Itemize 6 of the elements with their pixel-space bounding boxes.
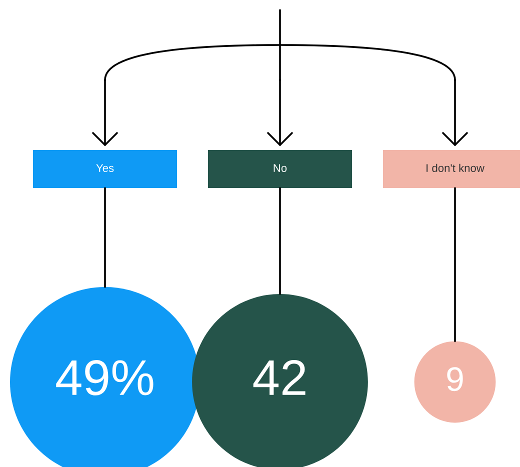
category-label: I don't know: [426, 164, 485, 172]
category-label: Yes: [96, 164, 114, 172]
category-label: No: [274, 164, 287, 172]
data-label: 42: [253, 360, 306, 395]
data-label: 49%: [56, 360, 154, 396]
data-label: 9: [447, 367, 463, 392]
